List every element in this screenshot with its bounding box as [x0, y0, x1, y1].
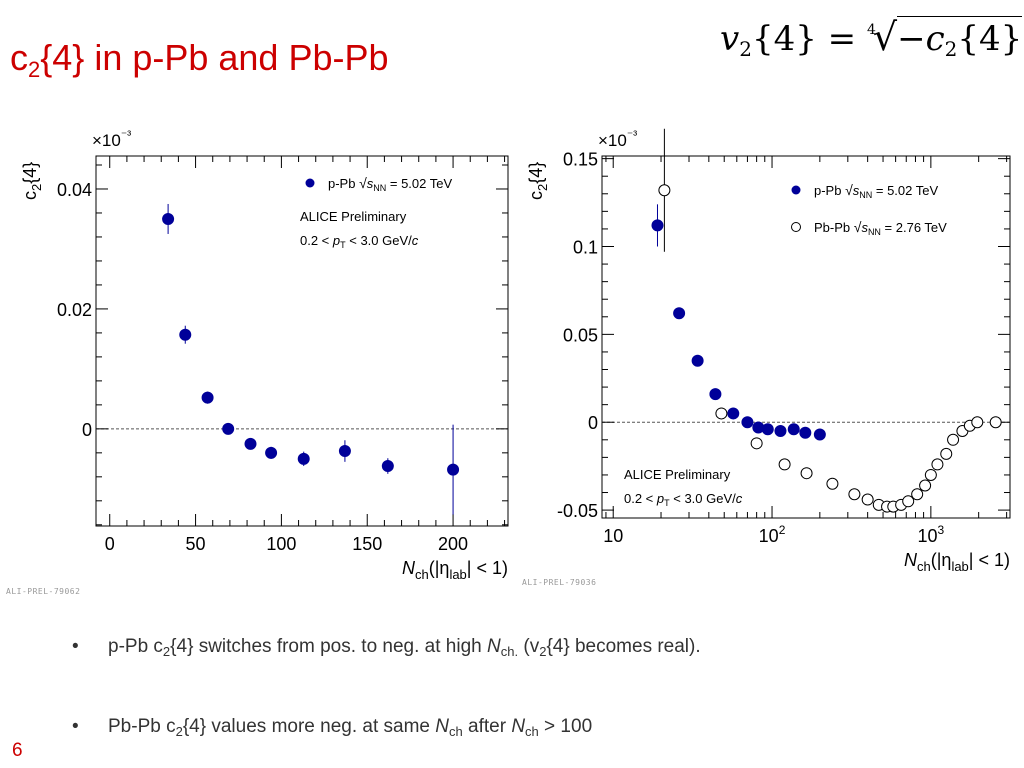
data-point: [826, 477, 839, 490]
data-point: [989, 416, 1002, 429]
data-point: [799, 426, 812, 439]
data-point: [727, 407, 740, 420]
legend-label: p-Pb √sNN = 5.02 TeV: [814, 182, 938, 200]
formula: v2{4} = 4√−c2{4}: [720, 15, 1023, 61]
x-tick-label: 102: [759, 523, 786, 546]
data-point: [673, 307, 686, 320]
data-point: [691, 354, 704, 367]
slide-title: c2{4} in p-Pb and Pb-Pb: [10, 37, 389, 82]
page-number: 6: [12, 740, 23, 761]
bullet-list: • p-Pb c2{4} switches from pos. to neg. …: [72, 632, 701, 742]
plot-frame: [95, 155, 509, 527]
figure-id-right: ALI-PREL-79036: [522, 578, 597, 587]
figure-id-left: ALI-PREL-79062: [6, 587, 81, 596]
data-point: [861, 493, 874, 506]
annotation-kinematics: 0.2 < pT < 3.0 GeV/c: [624, 491, 743, 508]
legend-label: Pb-Pb √sNN = 2.76 TeV: [814, 219, 947, 237]
x-tick-label: 50: [186, 534, 206, 554]
data-point: [911, 488, 924, 501]
annotation-label: ALICE Preliminary: [624, 467, 731, 482]
y-tick-label: 0.02: [57, 300, 92, 320]
plot-frame: [601, 155, 1011, 519]
data-point: [265, 446, 278, 459]
data-point: [940, 447, 953, 460]
x-tick-label: 103: [917, 523, 944, 546]
bullet-item: • p-Pb c2{4} switches from pos. to neg. …: [72, 632, 701, 662]
x-axis-label: Nch(|ηlab| < 1): [904, 550, 1010, 574]
data-point: [447, 463, 460, 476]
legend-label: p-Pb √sNN = 5.02 TeV: [328, 175, 452, 193]
data-point: [813, 428, 826, 441]
data-point: [778, 458, 791, 471]
data-point: [750, 437, 763, 450]
data-point: [201, 391, 214, 404]
exponent-label: ×10⁻³: [598, 128, 637, 150]
data-point: [338, 445, 351, 458]
x-tick-label: 100: [266, 534, 296, 554]
legend-marker: [791, 222, 801, 232]
series-p-pb: [651, 204, 826, 441]
data-point: [651, 219, 664, 232]
data-point: [162, 212, 175, 225]
y-axis-label: c2{4}: [526, 162, 550, 200]
series-pb-pb: [658, 128, 1002, 513]
data-point: [658, 184, 671, 197]
x-tick-label: 10: [603, 526, 623, 546]
bullet-marker: •: [72, 716, 79, 737]
data-point: [931, 458, 944, 471]
legend-marker: [305, 178, 315, 188]
chart-ppb: 0 0.02 0.04 0 50 100 150 200 ×10⁻³ c2{4} Nch(|ηlab…: [20, 128, 509, 582]
data-point: [902, 495, 915, 508]
x-axis-label: Nch(|ηlab| < 1): [402, 558, 508, 582]
annotation-kinematics: 0.2 < pT < 3.0 GeV/c: [300, 233, 419, 250]
y-axis-label: c2{4}: [20, 162, 44, 200]
x-tick-label: 150: [352, 534, 382, 554]
chart-ppb-pbpb: -0.05 0 0.05 0.1 0.15 10 102 103 ×10⁻³ c2{4} Nch(|…: [526, 128, 1011, 574]
data-point: [924, 468, 937, 481]
y-tick-label: 0.05: [563, 325, 598, 345]
y-tick-label: 0.1: [573, 238, 598, 258]
bullet-item: • Pb-Pb c2{4} values more neg. at same N…: [72, 712, 701, 742]
data-point: [800, 467, 813, 480]
y-tick-label: 0: [82, 420, 92, 440]
data-point: [244, 437, 257, 450]
data-point: [381, 460, 394, 473]
annotation-label: ALICE Preliminary: [300, 209, 407, 224]
data-point: [971, 416, 984, 429]
data-point: [848, 488, 861, 501]
legend-marker: [791, 185, 801, 195]
y-tick-label: 0: [588, 413, 598, 433]
data-point: [919, 479, 932, 492]
data-point: [222, 422, 235, 435]
y-tick-label: 0.04: [57, 180, 92, 200]
y-tick-label: -0.05: [557, 501, 598, 521]
data-point: [761, 423, 774, 436]
data-point: [774, 425, 787, 438]
y-tick-label: 0.15: [563, 150, 598, 170]
data-point: [297, 452, 310, 465]
data-point: [787, 423, 800, 436]
x-tick-label: 200: [438, 534, 468, 554]
data-point: [715, 407, 728, 420]
series-p-pb: [162, 203, 460, 515]
data-point: [709, 388, 722, 401]
data-point: [947, 433, 960, 446]
data-point: [741, 416, 754, 429]
data-point: [179, 328, 192, 341]
bullet-marker: •: [72, 636, 79, 657]
x-tick-label: 0: [105, 534, 115, 554]
exponent-label: ×10⁻³: [92, 128, 131, 150]
